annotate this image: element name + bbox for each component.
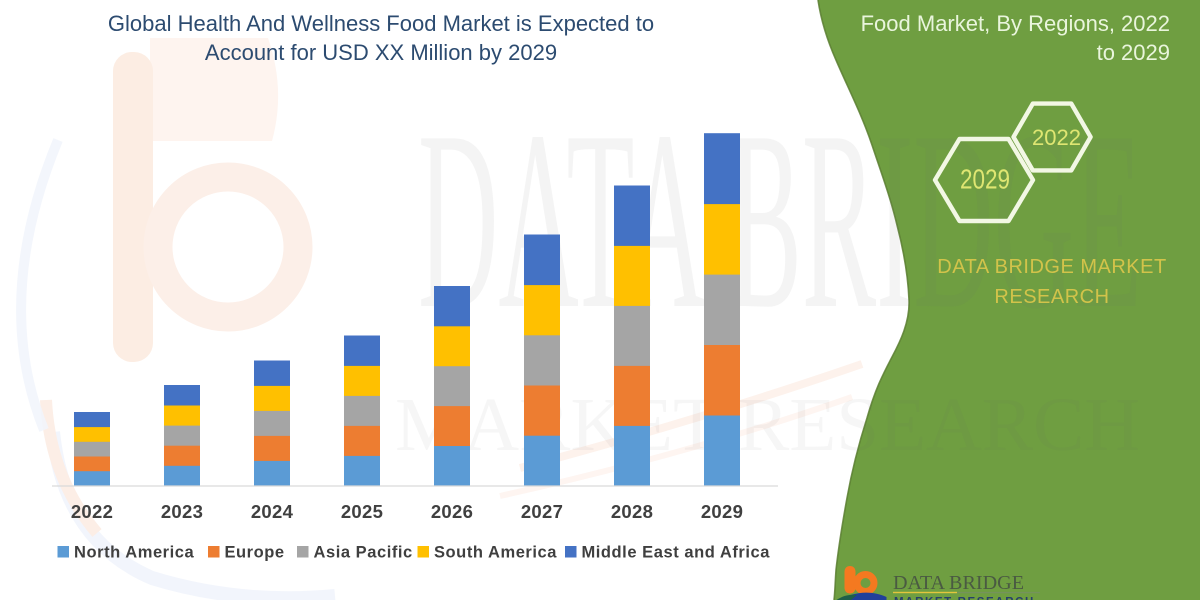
svg-text:2024: 2024	[251, 501, 294, 522]
svg-text:2029: 2029	[960, 164, 1010, 195]
svg-text:DATA BRIDGE MARKET: DATA BRIDGE MARKET	[937, 256, 1166, 278]
svg-text:2029: 2029	[701, 501, 743, 522]
svg-text:Middle East and Africa: Middle East and Africa	[582, 544, 771, 562]
svg-text:North America: North America	[74, 544, 195, 562]
svg-text:Asia Pacific: Asia Pacific	[314, 544, 413, 562]
svg-text:Food Market, By Regions, 2022: Food Market, By Regions, 2022	[861, 11, 1170, 36]
svg-text:2022: 2022	[71, 501, 113, 522]
svg-text:2027: 2027	[521, 501, 563, 522]
svg-text:MARKET RESEARCH: MARKET RESEARCH	[395, 383, 1140, 467]
svg-text:DATA BRIDGE: DATA BRIDGE	[893, 572, 1024, 594]
svg-text:2026: 2026	[431, 501, 473, 522]
svg-text:2025: 2025	[341, 501, 383, 522]
svg-text:to 2029: to 2029	[1097, 40, 1170, 65]
svg-text:RESEARCH: RESEARCH	[994, 286, 1109, 308]
svg-text:2023: 2023	[161, 501, 203, 522]
svg-text:2022: 2022	[1032, 125, 1081, 150]
svg-text:South America: South America	[434, 544, 557, 562]
svg-text:Europe: Europe	[225, 544, 285, 562]
svg-text:2028: 2028	[611, 501, 653, 522]
svg-text:MARKET RESEARCH: MARKET RESEARCH	[894, 597, 1035, 600]
